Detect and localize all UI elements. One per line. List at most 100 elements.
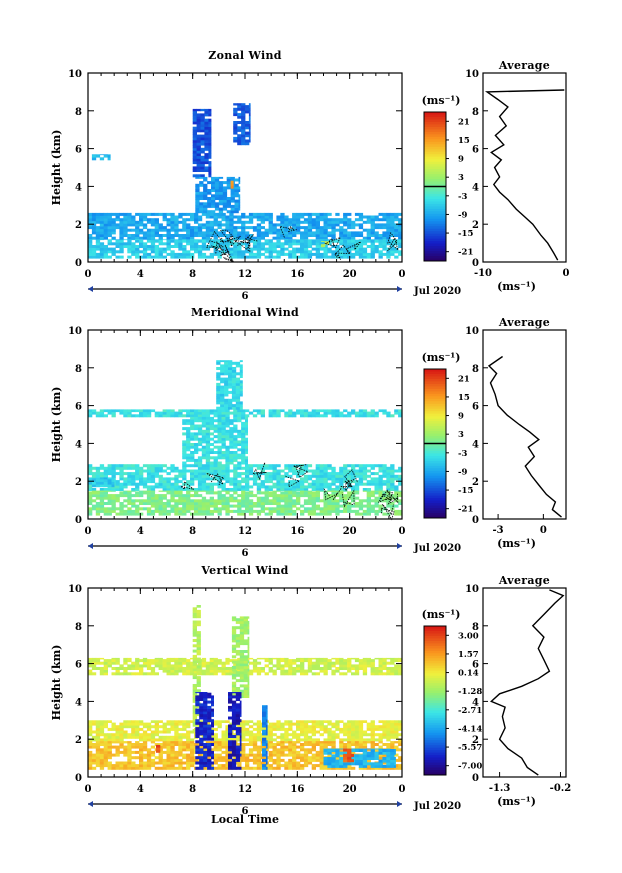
heatmap-cell — [268, 727, 273, 731]
heatmap-cell — [127, 667, 132, 670]
heatmap-cell — [256, 490, 262, 492]
heatmap-cell — [374, 488, 379, 491]
heatmap-cell — [288, 661, 293, 665]
heatmap-cell — [256, 753, 262, 757]
heatmap-cell — [284, 252, 289, 256]
heatmap-cell — [225, 490, 230, 492]
heatmap-cell — [195, 194, 200, 198]
heatmap-cell — [214, 194, 220, 198]
heatmap-cell — [296, 659, 301, 663]
colorbar-segment — [424, 490, 446, 494]
heatmap-cell — [339, 469, 344, 473]
heatmap-cell — [103, 236, 108, 240]
heatmap-cell — [335, 494, 340, 498]
heatmap-cell — [222, 191, 228, 195]
heatmap-cell — [366, 488, 371, 491]
heatmap-cell — [280, 252, 285, 256]
heatmap-cell — [256, 672, 262, 676]
heatmap-cell — [158, 730, 163, 734]
heatmap-cell — [194, 239, 199, 243]
heatmap-cell — [88, 659, 93, 663]
heatmap-cells — [88, 360, 403, 516]
heatmap-cell — [311, 725, 316, 729]
heatmap-cell — [225, 421, 230, 425]
heatmap-cell — [226, 210, 231, 214]
heatmap-cell — [394, 228, 399, 232]
heatmap-cell — [146, 236, 152, 240]
heatmap-cell — [197, 223, 203, 227]
heatmap-cell — [99, 242, 105, 246]
average-y-tick-label: 4 — [472, 182, 479, 193]
heatmap-cell — [209, 212, 214, 216]
heatmap-cell — [107, 507, 112, 511]
heatmap-cell — [162, 494, 167, 498]
heatmap-cell — [374, 234, 379, 237]
heatmap-cell — [222, 189, 228, 192]
colorbar-segment — [424, 156, 446, 160]
heatmap-cell — [204, 139, 209, 143]
heatmap-cell — [280, 480, 285, 484]
heatmap-cell — [241, 756, 246, 760]
heatmap-cell — [284, 661, 289, 665]
heatmap-cell — [111, 414, 116, 418]
heatmap-cell — [382, 664, 387, 668]
heatmap-cell — [178, 758, 183, 762]
heatmap-cell — [174, 758, 179, 762]
heatmap-cell — [218, 199, 224, 203]
heatmap-cell — [135, 494, 140, 498]
heatmap-cell — [178, 761, 183, 765]
heatmap-cell — [154, 494, 159, 498]
heatmap-cell — [217, 250, 222, 254]
heatmap-cell — [186, 758, 191, 762]
heatmap-cell — [241, 733, 246, 737]
heatmap-cell — [288, 242, 293, 246]
heatmap-cell — [280, 669, 285, 673]
heatmap-cell — [178, 722, 183, 726]
heatmap-cell — [196, 169, 201, 172]
heatmap-cell — [131, 727, 136, 731]
heatmap-cell — [217, 453, 222, 457]
heatmap-cell — [382, 231, 387, 235]
heatmap-cell — [195, 202, 200, 206]
heatmap-cell — [95, 512, 101, 516]
heatmap-cell — [178, 748, 183, 752]
heatmap-cell — [256, 247, 262, 251]
heatmap-cell — [386, 494, 391, 498]
heatmap-cell — [231, 388, 237, 392]
heatmap-cell — [374, 738, 379, 742]
heatmap-cell — [205, 424, 211, 428]
colorbar-segment — [424, 443, 446, 447]
heatmap-cell — [178, 234, 183, 237]
heatmap-cell — [127, 414, 132, 418]
heatmap-cell — [351, 409, 356, 413]
heatmap-cell — [323, 482, 328, 486]
heatmap-cell — [99, 409, 105, 413]
heatmap-cell — [216, 396, 221, 400]
heatmap-cell — [300, 480, 305, 484]
heatmap-cell — [323, 464, 328, 468]
heatmap-cell — [224, 385, 229, 389]
heatmap-cell — [190, 464, 195, 468]
heatmap-cell — [209, 215, 214, 219]
heatmap-cell — [186, 748, 191, 752]
heatmap-cell — [307, 738, 313, 742]
heatmap-cell — [284, 239, 289, 241]
heatmap-cell — [284, 722, 289, 726]
heatmap-cell — [235, 388, 241, 392]
heatmap-cell — [208, 110, 212, 114]
heatmap-cell — [203, 183, 208, 187]
heatmap-cell — [229, 453, 234, 457]
heatmap-cell — [233, 414, 238, 418]
heatmap-cell — [221, 250, 226, 254]
heatmap-cell — [233, 440, 238, 444]
heatmap-cell — [170, 466, 175, 470]
heatmap-cell — [370, 664, 375, 668]
heatmap-cell — [174, 466, 179, 470]
heatmap-cell — [390, 488, 395, 491]
heatmap-cell — [195, 189, 200, 192]
heatmap-cell — [197, 231, 203, 235]
heatmap-cell — [331, 669, 336, 673]
colorbar-segment — [424, 236, 446, 240]
heatmap-cell — [88, 485, 93, 489]
heatmap-cell — [225, 453, 230, 457]
